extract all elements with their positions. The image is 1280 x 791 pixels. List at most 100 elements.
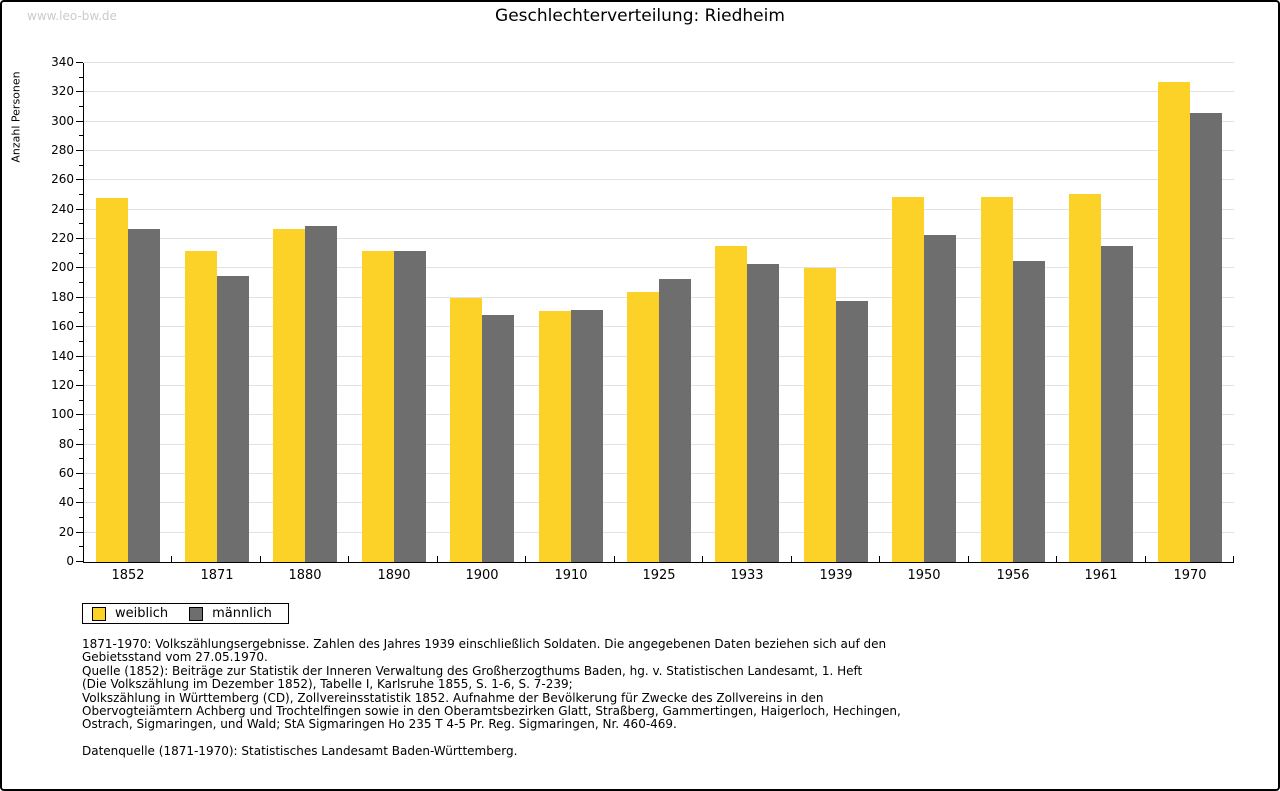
y-tick-240 — [76, 208, 83, 210]
x-boundary-tick-7 — [702, 556, 703, 562]
y-tick-300 — [76, 120, 83, 122]
x-label-1950: 1950 — [907, 568, 941, 583]
x-label-1900: 1900 — [465, 568, 499, 583]
y-tick-220 — [76, 238, 83, 240]
bar-männlich-1933 — [747, 264, 779, 562]
bar-weiblich-1900 — [450, 298, 482, 562]
x-boundary-tick-13 — [1233, 556, 1234, 562]
bar-weiblich-1933 — [715, 246, 747, 562]
y-minor-tick-150 — [79, 340, 83, 342]
bar-männlich-1900 — [482, 315, 514, 562]
y-tick-80 — [76, 443, 83, 445]
y-tick-label-20: 20 — [58, 524, 74, 539]
y-minor-tick-250 — [79, 194, 83, 196]
y-tick-180 — [76, 296, 83, 298]
gridline-280 — [84, 150, 1234, 152]
x-boundary-tick-9 — [879, 556, 880, 562]
y-tick-label-280: 280 — [51, 143, 74, 158]
bar-männlich-1950 — [924, 235, 956, 562]
y-minor-tick-90 — [79, 428, 83, 430]
x-label-1910: 1910 — [554, 568, 588, 583]
y-tick-140 — [76, 355, 83, 357]
y-tick-100 — [76, 414, 83, 416]
legend-label-männlich: männlich — [212, 606, 272, 621]
x-boundary-tick-5 — [525, 556, 526, 562]
bar-männlich-1880 — [305, 226, 337, 562]
y-tick-260 — [76, 179, 83, 181]
y-tick-label-320: 320 — [51, 84, 74, 99]
y-tick-20 — [76, 531, 83, 533]
bar-männlich-1956 — [1013, 261, 1045, 562]
bar-weiblich-1880 — [273, 229, 305, 562]
y-minor-tick-290 — [79, 135, 83, 137]
y-tick-0 — [76, 561, 83, 562]
y-tick-label-340: 340 — [51, 55, 74, 69]
bar-weiblich-1925 — [627, 292, 659, 562]
y-tick-160 — [76, 326, 83, 328]
legend-label-weiblich: weiblich — [115, 606, 169, 621]
y-tick-label-120: 120 — [51, 377, 74, 392]
y-tick-label-160: 160 — [51, 319, 74, 334]
bar-weiblich-1890 — [362, 251, 394, 562]
bar-weiblich-1910 — [539, 311, 571, 562]
y-tick-340 — [76, 62, 83, 64]
x-label-1939: 1939 — [819, 568, 853, 583]
y-tick-40 — [76, 502, 83, 504]
y-minor-tick-130 — [79, 370, 83, 372]
y-minor-tick-210 — [79, 252, 83, 254]
y-tick-280 — [76, 150, 83, 152]
gridline-200 — [84, 267, 1234, 269]
x-boundary-tick-12 — [1145, 556, 1146, 562]
watermark-link: www.leo-bw.de — [27, 9, 117, 23]
x-label-1961: 1961 — [1084, 568, 1118, 583]
bar-männlich-1890 — [394, 251, 426, 562]
y-tick-label-180: 180 — [51, 289, 74, 304]
gridline-340 — [84, 62, 1234, 64]
gridline-320 — [84, 91, 1234, 93]
x-boundary-tick-10 — [968, 556, 969, 562]
bar-männlich-1939 — [836, 301, 868, 562]
y-tick-320 — [76, 91, 83, 93]
y-minor-tick-30 — [79, 516, 83, 518]
x-label-1956: 1956 — [996, 568, 1030, 583]
y-minor-tick-270 — [79, 164, 83, 166]
plot-area: 0 20 40 60 80 100 120 140 160 180 200 220 240 260 280 3… — [51, 55, 1234, 583]
gridline-260 — [84, 179, 1234, 181]
y-minor-tick-70 — [79, 458, 83, 460]
bar-weiblich-1950 — [892, 197, 924, 562]
x-boundary-tick-3 — [348, 556, 349, 562]
y-tick-label-260: 260 — [51, 172, 74, 187]
y-minor-tick-170 — [79, 311, 83, 313]
bar-weiblich-1852 — [96, 198, 128, 562]
y-minor-tick-230 — [79, 223, 83, 225]
legend-item-männlich: männlich — [189, 606, 272, 621]
y-axis-label: Anzahl Personen — [9, 71, 23, 163]
y-tick-label-240: 240 — [51, 201, 74, 216]
bar-weiblich-1939 — [804, 268, 836, 562]
bar-männlich-1852 — [128, 229, 160, 562]
y-tick-120 — [76, 384, 83, 386]
legend: weiblich männlich — [82, 603, 289, 624]
bar-männlich-1910 — [571, 310, 603, 562]
y-minor-tick-310 — [79, 106, 83, 108]
bar-weiblich-1970 — [1158, 82, 1190, 562]
y-tick-label-80: 80 — [58, 436, 74, 451]
x-label-1933: 1933 — [730, 568, 764, 583]
legend-swatch-weiblich — [92, 606, 106, 621]
bar-weiblich-1956 — [981, 197, 1013, 562]
y-minor-tick-330 — [79, 76, 83, 78]
x-label-1970: 1970 — [1173, 568, 1207, 583]
bar-weiblich-1961 — [1069, 194, 1101, 562]
legend-item-weiblich: weiblich — [92, 606, 168, 621]
bar-weiblich-1871 — [185, 251, 217, 562]
x-label-1925: 1925 — [642, 568, 676, 583]
x-label-1871: 1871 — [200, 568, 234, 583]
x-boundary-tick-6 — [614, 556, 615, 562]
y-tick-label-0: 0 — [66, 554, 74, 568]
y-tick-label-200: 200 — [51, 260, 74, 275]
x-boundary-tick-2 — [260, 556, 261, 562]
bar-männlich-1970 — [1190, 113, 1222, 562]
bar-männlich-1925 — [659, 279, 691, 562]
bar-männlich-1961 — [1101, 246, 1133, 562]
